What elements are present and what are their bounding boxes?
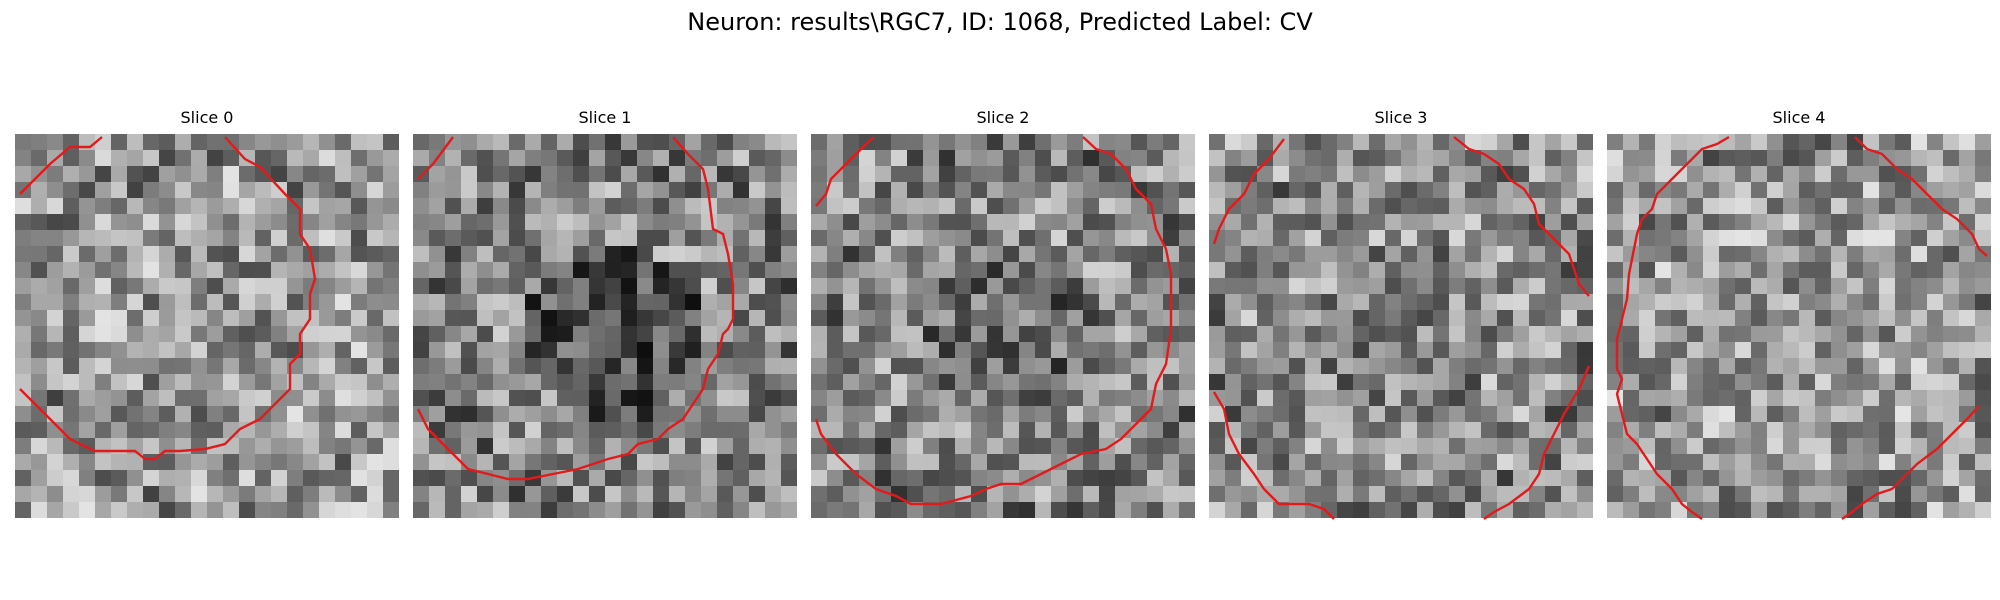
contour-line [1854,136,1988,257]
contour-line [19,136,103,195]
slice-contour-3 [1212,136,1591,520]
slice-title-3: Slice 3 [1374,108,1428,127]
slice-title-0: Slice 0 [180,108,234,127]
slice-panel-1: Slice 1 [413,108,797,518]
contour-line [19,136,317,461]
contour-line [1615,135,1730,520]
slice-image-0 [15,134,399,518]
slice-title-4: Slice 4 [1772,108,1826,127]
slice-contour-0 [19,136,317,461]
contour-line [1212,391,1335,520]
contour-line [814,136,1173,506]
slice-contour-1 [416,136,735,481]
slice-panel-2: Slice 2 [811,108,1195,518]
contour-line [1212,138,1285,245]
figure-title: Neuron: results\RGC7, ID: 1068, Predicte… [687,8,1313,36]
contour-line [1841,405,1980,520]
contour-line [416,136,735,481]
slice-image-2 [811,134,1195,518]
slice-contour-4 [1615,135,1988,520]
slice-title-2: Slice 2 [976,108,1030,127]
slice-image-1 [413,134,797,518]
contour-line [417,136,454,180]
slice-title-1: Slice 1 [578,108,632,127]
slice-contour-2 [814,136,1173,506]
slice-panel-4: Slice 4 [1607,108,1991,520]
contour-line [1453,136,1590,297]
contour-line [815,136,875,207]
contour-line [1483,365,1591,520]
slice-panel-0: Slice 0 [15,108,399,518]
slice-image-4 [1607,134,1991,518]
slice-panel-3: Slice 3 [1209,108,1593,520]
